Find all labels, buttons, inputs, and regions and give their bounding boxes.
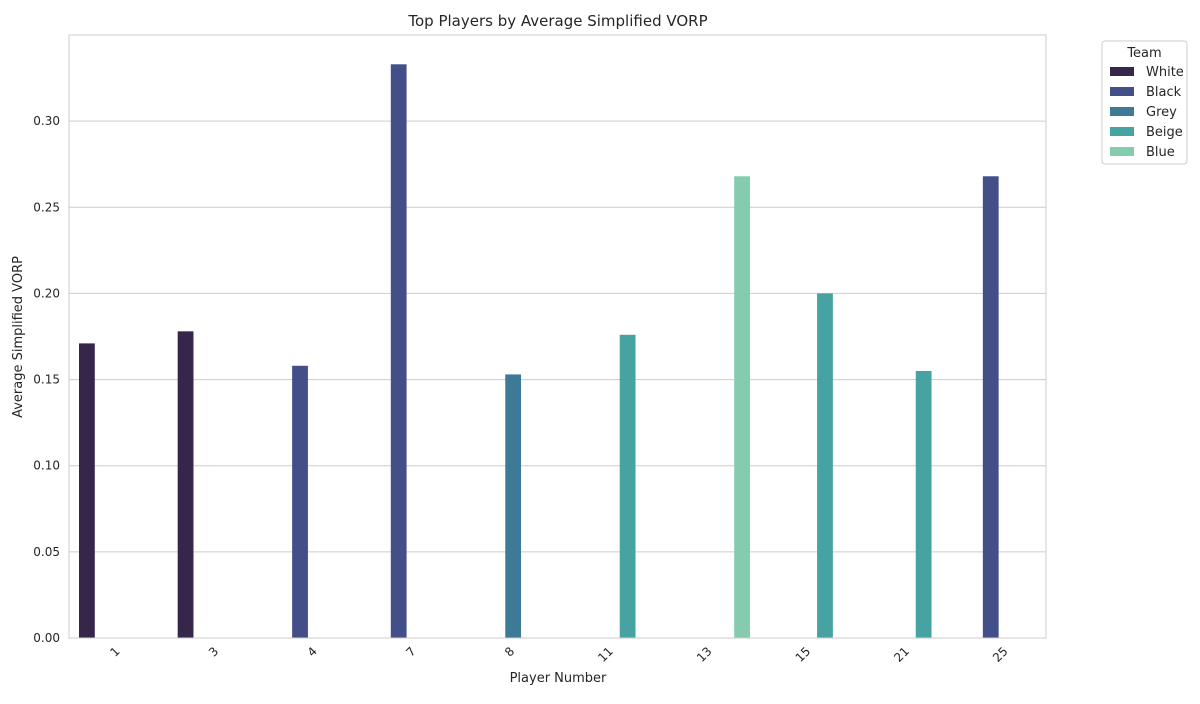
legend-label-beige: Beige (1146, 125, 1183, 140)
chart-title: Top Players by Average Simplified VORP (407, 12, 707, 30)
bar-player-11-beige (619, 334, 636, 638)
bar-player-25-black (982, 176, 999, 638)
legend: Team White Black Grey Beige Blue (1101, 40, 1188, 165)
bar-player-8-grey (505, 374, 522, 638)
y-tick-label: 0.00 (33, 631, 60, 645)
bar-player-21-beige (915, 370, 932, 638)
legend-label-black: Black (1146, 85, 1182, 100)
bar-player-3-white (177, 331, 194, 638)
bar-player-13-blue (734, 176, 750, 638)
y-tick-label: 0.30 (33, 114, 60, 128)
legend-title: Team (1126, 46, 1161, 61)
legend-label-blue: Blue (1146, 145, 1175, 160)
legend-label-white: White (1146, 65, 1184, 80)
bar-player-4-black (292, 365, 308, 638)
legend-swatch-beige (1110, 127, 1134, 136)
legend-swatch-black (1110, 87, 1134, 96)
y-tick-label: 0.15 (33, 373, 60, 387)
legend-items: White Black Grey Beige Blue (1110, 65, 1184, 160)
y-axis-label: Average Simplified VORP (11, 256, 26, 418)
legend-swatch-grey (1110, 107, 1134, 116)
x-axis-label: Player Number (510, 671, 607, 686)
y-tick-label: 0.10 (33, 459, 60, 473)
bar-player-7-black (390, 64, 407, 638)
y-tick-labels: 0.00 0.05 0.10 0.15 0.20 0.25 0.30 (33, 114, 60, 645)
y-tick-label: 0.20 (33, 286, 60, 300)
bars (79, 64, 999, 638)
bar-player-1-white (79, 343, 95, 638)
plot-frame (68, 34, 1047, 639)
bar-player-15-beige (817, 293, 833, 638)
legend-swatch-white (1110, 67, 1134, 76)
legend-label-grey: Grey (1146, 105, 1177, 120)
legend-swatch-blue (1110, 147, 1134, 156)
y-tick-label: 0.05 (33, 545, 60, 559)
y-tick-label: 0.25 (33, 200, 60, 214)
